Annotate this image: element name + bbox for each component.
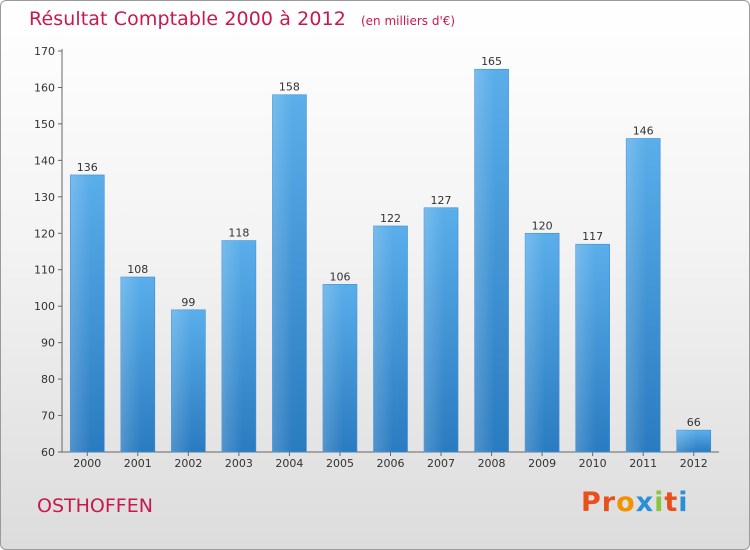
x-tick-label: 2008 [478, 457, 506, 470]
bar-highlight [676, 430, 711, 452]
data-label: 106 [329, 270, 350, 283]
data-label: 99 [181, 296, 195, 309]
bar-highlight [120, 277, 155, 452]
x-tick-label: 2009 [528, 457, 556, 470]
x-tick-label: 2011 [629, 457, 657, 470]
bar-highlight [525, 233, 560, 452]
y-tick-label: 70 [41, 410, 55, 423]
y-tick-label: 150 [34, 118, 55, 131]
data-label: 118 [228, 227, 249, 240]
x-tick-label: 2004 [275, 457, 303, 470]
x-tick-label: 2001 [124, 457, 152, 470]
data-label: 146 [633, 124, 654, 137]
data-label: 120 [532, 219, 553, 232]
x-tick-label: 2010 [579, 457, 607, 470]
bar-highlight [474, 69, 509, 453]
location-label: OSTHOFFEN [37, 495, 153, 517]
y-tick-label: 60 [41, 446, 55, 459]
title-row: Résultat Comptable 2000 à 2012 (en milli… [29, 8, 455, 30]
bar-highlight [272, 94, 307, 452]
y-tick-label: 110 [34, 264, 55, 277]
data-label: 127 [431, 194, 452, 207]
data-label: 122 [380, 212, 401, 225]
data-label: 117 [582, 230, 603, 243]
bar-highlight [424, 207, 459, 452]
bar-highlight [70, 174, 105, 453]
y-tick-label: 120 [34, 227, 55, 240]
x-tick-label: 2007 [427, 457, 455, 470]
logo-letter: t [664, 487, 679, 518]
logo-letter: r [601, 487, 617, 518]
x-tick-label: 2002 [174, 457, 202, 470]
x-tick-label: 2012 [680, 457, 708, 470]
data-label: 108 [127, 263, 148, 276]
chart-title: Résultat Comptable 2000 à 2012 [29, 8, 346, 30]
y-tick-label: 100 [34, 300, 55, 313]
logo-letter: o [616, 487, 636, 518]
y-tick-label: 90 [41, 337, 55, 350]
y-tick-label: 80 [41, 373, 55, 386]
logo-letter: i [654, 487, 665, 518]
bar-highlight [171, 309, 206, 452]
y-tick-label: 160 [34, 81, 55, 94]
chart-subtitle: (en milliers d'€) [360, 14, 456, 28]
bars [69, 68, 712, 453]
logo-letter: P [581, 487, 602, 518]
bar-highlight [626, 138, 661, 452]
data-label: 66 [687, 416, 701, 429]
y-tick-label: 130 [34, 191, 55, 204]
data-label: 158 [279, 81, 300, 94]
bar-highlight [575, 244, 610, 452]
logo-letter: x [635, 487, 655, 518]
y-tick-label: 170 [34, 45, 55, 58]
data-label: 165 [481, 55, 502, 68]
data-label: 136 [77, 161, 98, 174]
bar-highlight [322, 284, 357, 452]
x-tick-label: 2006 [377, 457, 405, 470]
bar-highlight [221, 240, 256, 452]
logo-letter: i [678, 487, 689, 518]
bar-highlight [373, 225, 408, 452]
x-tick-label: 2003 [225, 457, 253, 470]
labels: 2000 136 2001 108 2002 99 2003 118 2004 158 2005 10… [73, 55, 707, 470]
y-tick-label: 140 [34, 154, 55, 167]
x-tick-label: 2000 [73, 457, 101, 470]
x-tick-label: 2005 [326, 457, 354, 470]
proxiti-logo: Proxiti [581, 487, 689, 518]
